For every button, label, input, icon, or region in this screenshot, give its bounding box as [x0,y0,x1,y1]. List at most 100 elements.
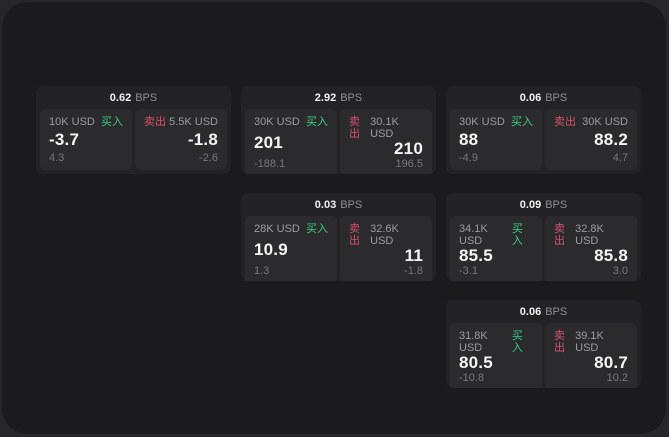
quote-card: 0.03 BPS 28K USD 买入 10.9 1.3 卖出 32.6K US… [241,193,436,281]
buy-panel[interactable]: 34.1K USD 买入 85.5 -3.1 [450,216,542,281]
sell-price: 88.2 [594,130,628,149]
bps-unit-label: BPS [340,91,363,104]
bps-value: 0.06 [519,91,542,104]
sell-label-row: 卖出 30.1K USD [349,116,423,140]
sell-label-row: 卖出 39.1K USD [554,330,628,354]
quote-card: 2.92 BPS 30K USD 买入 201 -188.1 卖出 30.1K … [241,86,436,174]
bps-unit-label: BPS [545,91,568,104]
sell-side-label: 卖出 [554,330,565,354]
sell-price: 80.7 [594,353,628,372]
buy-price: 88 [459,130,479,149]
quote-card: 0.09 BPS 34.1K USD 买入 85.5 -3.1 卖出 32.8K… [446,193,641,281]
buy-label-row: 28K USD 买入 [254,223,328,235]
sell-panel[interactable]: 卖出 32.8K USD 85.8 3.0 [545,216,637,281]
buy-panel[interactable]: 30K USD 买入 201 -188.1 [245,109,337,174]
sell-panel[interactable]: 卖出 30.1K USD 210 196.5 [340,109,432,174]
quote-panels: 34.1K USD 买入 85.5 -3.1 卖出 32.8K USD 85.8… [446,216,641,281]
buy-label-row: 30K USD 买入 [459,116,533,128]
sell-amount: 32.8K USD [575,223,604,247]
buy-price: 80.5 [459,353,493,372]
bps-unit-label: BPS [340,198,363,211]
bps-value: 0.03 [314,198,337,211]
card-header: 0.03 BPS [241,193,436,216]
buy-side-label: 买入 [511,116,533,128]
sell-side-label: 卖出 [144,116,166,128]
buy-delta: -4.9 [459,152,478,164]
bps-value: 2.92 [314,91,337,104]
quote-panels: 28K USD 买入 10.9 1.3 卖出 32.6K USD 11 -1.8 [241,216,436,281]
sell-price: 85.8 [594,246,628,265]
quote-card: 0.06 BPS 31.8K USD 买入 80.5 -10.8 卖出 39.1… [446,300,641,388]
buy-side-label: 买入 [511,223,523,247]
buy-label-row: 30K USD 买入 [254,116,328,128]
buy-amount: 31.8K USD [459,330,488,354]
buy-panel[interactable]: 30K USD 买入 88 -4.9 [450,109,542,170]
sell-amount: 39.1K USD [575,330,604,354]
sell-price: 11 [404,246,423,265]
bps-unit-label: BPS [545,305,568,318]
sell-price: -1.8 [187,130,218,149]
sell-delta: 196.5 [395,158,423,170]
sell-side-label: 卖出 [554,223,565,247]
quote-card-grid: 0.62 BPS 10K USD 买入 -3.7 4.3 卖出 5.5K USD [36,86,641,388]
sell-label-row: 卖出 5.5K USD [144,116,218,128]
sell-delta: -1.8 [404,265,423,277]
bps-value: 0.09 [519,198,542,211]
bps-unit-label: BPS [135,91,158,104]
quote-card: 0.62 BPS 10K USD 买入 -3.7 4.3 卖出 5.5K USD [36,86,231,174]
sell-side-label: 卖出 [349,116,360,140]
bps-unit-label: BPS [545,198,568,211]
card-header: 0.06 BPS [446,86,641,109]
sell-delta: 3.0 [612,265,628,277]
quote-panels: 30K USD 买入 88 -4.9 卖出 30K USD 88.2 4.7 [446,109,641,174]
buy-amount: 34.1K USD [459,223,488,247]
buy-panel[interactable]: 31.8K USD 买入 80.5 -10.8 [450,323,542,388]
sell-delta: 4.7 [612,152,628,164]
buy-label-row: 31.8K USD 买入 [459,330,533,354]
sell-amount: 30.1K USD [370,116,399,140]
buy-side-label: 买入 [306,223,328,235]
buy-delta: 1.3 [254,265,270,277]
sell-label-row: 卖出 30K USD [554,116,628,128]
quote-card: 0.06 BPS 30K USD 买入 88 -4.9 卖出 30K USD [446,86,641,174]
buy-panel[interactable]: 10K USD 买入 -3.7 4.3 [40,109,132,170]
buy-side-label: 买入 [101,116,123,128]
sell-amount: 32.6K USD [370,223,399,247]
sell-amount: 5.5K USD [169,116,218,128]
buy-label-row: 10K USD 买入 [49,116,123,128]
sell-panel[interactable]: 卖出 30K USD 88.2 4.7 [545,109,637,170]
buy-price: 85.5 [459,246,493,265]
buy-delta: -10.8 [459,372,485,384]
bps-value: 0.06 [519,305,542,318]
buy-amount: 10K USD [49,116,95,128]
sell-amount: 30K USD [582,116,628,128]
sell-delta: 10.2 [606,372,628,384]
buy-side-label: 买入 [511,330,523,354]
quote-panels: 10K USD 买入 -3.7 4.3 卖出 5.5K USD -1.8 -2.… [36,109,231,174]
card-header: 2.92 BPS [241,86,436,109]
buy-price: 10.9 [254,240,288,259]
buy-side-label: 买入 [306,116,328,128]
sell-panel[interactable]: 卖出 32.6K USD 11 -1.8 [340,216,432,281]
sell-price: 210 [394,139,423,158]
card-header: 0.62 BPS [36,86,231,109]
quote-panels: 31.8K USD 买入 80.5 -10.8 卖出 39.1K USD 80.… [446,323,641,388]
buy-label-row: 34.1K USD 买入 [459,223,533,247]
sell-label-row: 卖出 32.6K USD [349,223,423,247]
buy-delta: 4.3 [49,152,65,164]
bps-value: 0.62 [109,91,132,104]
buy-price: -3.7 [49,130,80,149]
sell-delta: -2.6 [199,152,218,164]
buy-amount: 30K USD [459,116,505,128]
sell-panel[interactable]: 卖出 39.1K USD 80.7 10.2 [545,323,637,388]
buy-delta: -188.1 [254,158,286,170]
sell-panel[interactable]: 卖出 5.5K USD -1.8 -2.6 [135,109,227,170]
buy-price: 201 [254,133,283,152]
quote-panels: 30K USD 买入 201 -188.1 卖出 30.1K USD 210 1… [241,109,436,174]
sell-side-label: 卖出 [554,116,576,128]
card-header: 0.06 BPS [446,300,641,323]
buy-amount: 30K USD [254,116,300,128]
buy-amount: 28K USD [254,223,300,235]
buy-panel[interactable]: 28K USD 买入 10.9 1.3 [245,216,337,281]
